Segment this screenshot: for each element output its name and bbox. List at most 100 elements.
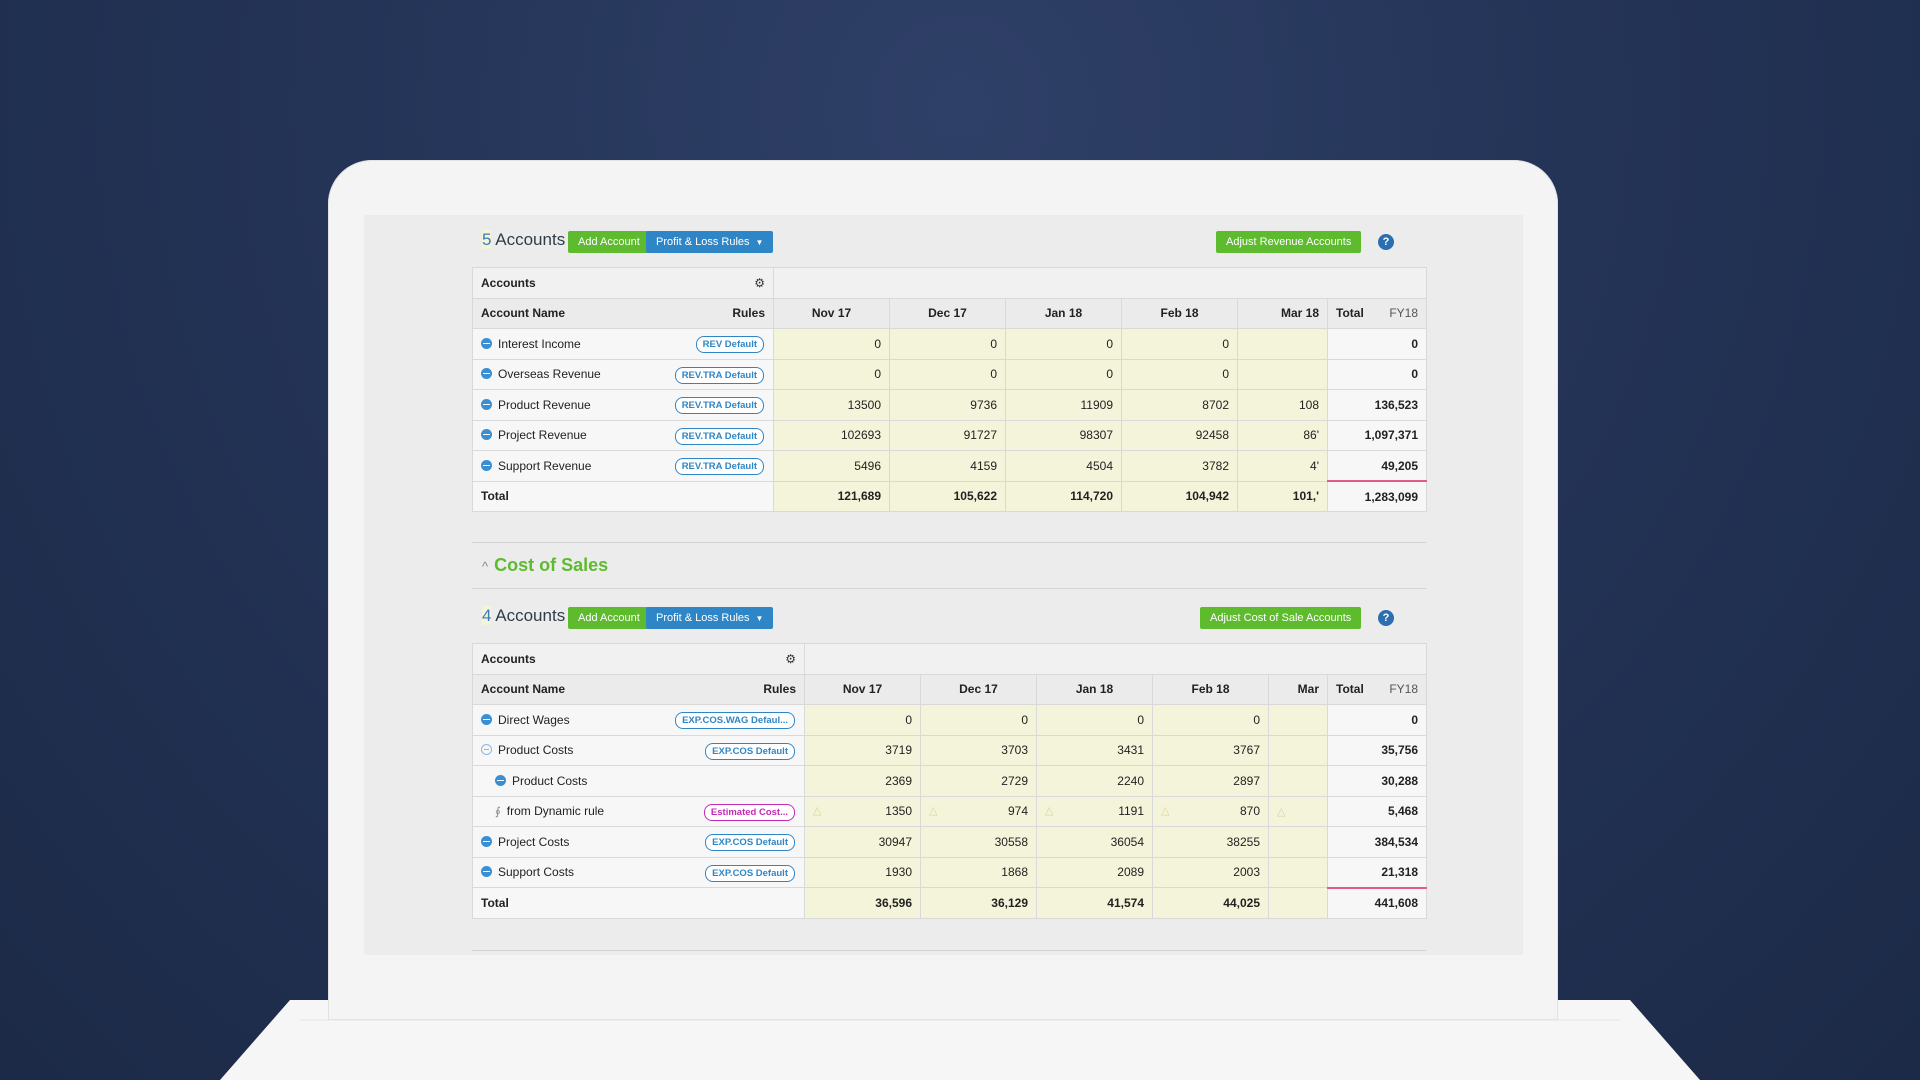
rule-badge[interactable]: EXP.COS Default bbox=[705, 864, 795, 882]
rule-badge[interactable]: REV.TRA Default bbox=[674, 458, 764, 475]
collapse-icon[interactable] bbox=[481, 835, 492, 847]
collapse-icon[interactable] bbox=[481, 337, 492, 349]
account-name-cell[interactable]: Direct Wages EXP.COS.WAG Defaul... bbox=[472, 704, 805, 736]
value-cell[interactable]: 3767 bbox=[1152, 734, 1269, 766]
rule-badge[interactable]: REV.TRA Default bbox=[674, 366, 764, 384]
cost-of-sales-section-header[interactable]: ^ Cost of Sales bbox=[482, 555, 609, 575]
table-row[interactable]: Overseas Revenue REV.TRA Default 0 0 0 0… bbox=[472, 358, 1428, 390]
rule-badge[interactable]: REV.TRA Default bbox=[674, 397, 764, 414]
value-cell[interactable]: 4159 bbox=[889, 450, 1006, 482]
table-row[interactable]: ∮ from Dynamic rule Estimated Cost... △ 13… bbox=[472, 795, 1428, 827]
rule-badge[interactable]: Estimated Cost... bbox=[703, 803, 795, 821]
value-cell[interactable]: 2240 bbox=[1036, 765, 1153, 797]
value-cell[interactable]: △ bbox=[1268, 795, 1328, 827]
profit-loss-rules-button[interactable]: Profit & Loss Rules ▼ bbox=[646, 607, 774, 629]
value-cell[interactable]: 1868 bbox=[920, 856, 1037, 888]
value-cell[interactable]: 3719 bbox=[804, 734, 921, 766]
value-cell[interactable]: △ 974 bbox=[920, 795, 1037, 827]
value-cell[interactable]: 0 bbox=[1036, 704, 1153, 736]
value-cell[interactable]: 2897 bbox=[1152, 765, 1269, 797]
table-row[interactable]: Product Revenue REV.TRA Default 13500 97… bbox=[472, 389, 1428, 421]
value-cell[interactable]: 38255 bbox=[1152, 826, 1269, 858]
value-cell[interactable]: 102693 bbox=[773, 419, 890, 451]
value-cell[interactable]: 0 bbox=[1005, 328, 1122, 360]
add-account-button[interactable]: Add Account bbox=[568, 607, 650, 629]
value-cell[interactable] bbox=[1268, 704, 1328, 736]
table-row[interactable]: Project Costs EXP.COS Default 30947 3055… bbox=[472, 826, 1428, 858]
collapse-icon[interactable] bbox=[481, 744, 492, 756]
value-cell[interactable]: 92458 bbox=[1121, 419, 1238, 451]
rule-badge[interactable]: EXP.COS.WAG Defaul... bbox=[675, 712, 795, 729]
value-cell[interactable]: 36054 bbox=[1036, 826, 1153, 858]
value-cell[interactable]: 0 bbox=[1152, 704, 1269, 736]
adjust-cost-of-sale-accounts-button[interactable]: Adjust Cost of Sale Accounts bbox=[1200, 607, 1362, 629]
value-cell[interactable]: 0 bbox=[889, 328, 1006, 360]
value-cell[interactable]: 0 bbox=[773, 358, 890, 390]
account-name-cell[interactable]: ∮ from Dynamic rule Estimated Cost... bbox=[472, 795, 805, 827]
value-cell[interactable]: 4504 bbox=[1005, 450, 1122, 482]
value-cell[interactable]: 91727 bbox=[889, 419, 1006, 451]
collapse-icon[interactable] bbox=[481, 459, 492, 471]
value-cell[interactable] bbox=[1237, 328, 1328, 360]
value-cell[interactable]: 3431 bbox=[1036, 734, 1153, 766]
account-name-cell[interactable]: Overseas Revenue REV.TRA Default bbox=[472, 358, 774, 390]
value-cell[interactable]: 0 bbox=[1121, 328, 1238, 360]
account-name-cell[interactable]: Project Revenue REV.TRA Default bbox=[472, 419, 774, 451]
value-cell[interactable]: 108 bbox=[1237, 389, 1328, 421]
gear-icon[interactable]: ⚙ bbox=[785, 651, 796, 666]
value-cell[interactable]: 8702 bbox=[1121, 389, 1238, 421]
account-name-cell[interactable]: Product Costs EXP.COS Default bbox=[472, 734, 805, 766]
table-row[interactable]: Product Costs EXP.COS Default 3719 3703 … bbox=[472, 734, 1428, 766]
value-cell[interactable]: 2369 bbox=[804, 765, 921, 797]
collapse-icon[interactable] bbox=[495, 774, 506, 786]
table-row[interactable]: Support Revenue REV.TRA Default 5496 415… bbox=[472, 450, 1428, 482]
value-cell[interactable]: 30558 bbox=[920, 826, 1037, 858]
profit-loss-rules-button[interactable]: Profit & Loss Rules ▼ bbox=[646, 231, 774, 253]
value-cell[interactable] bbox=[1237, 358, 1328, 390]
value-cell[interactable]: 30947 bbox=[804, 826, 921, 858]
value-cell[interactable]: 0 bbox=[1005, 358, 1122, 390]
value-cell[interactable]: 2089 bbox=[1036, 856, 1153, 888]
table-row[interactable]: Support Costs EXP.COS Default 1930 1868 … bbox=[472, 856, 1428, 889]
value-cell[interactable]: 86' bbox=[1237, 419, 1328, 451]
value-cell[interactable]: 0 bbox=[920, 704, 1037, 736]
account-name-cell[interactable]: Interest Income REV Default bbox=[472, 328, 774, 360]
table-row[interactable]: Product Costs 2369 2729 2240 2897 30,288 bbox=[472, 765, 1428, 797]
value-cell[interactable]: 9736 bbox=[889, 389, 1006, 421]
collapse-icon[interactable] bbox=[481, 368, 492, 380]
account-name-cell[interactable]: Product Revenue REV.TRA Default bbox=[472, 389, 774, 421]
table-row[interactable]: Project Revenue REV.TRA Default 102693 9… bbox=[472, 419, 1428, 451]
value-cell[interactable] bbox=[1268, 734, 1328, 766]
value-cell[interactable]: 13500 bbox=[773, 389, 890, 421]
value-cell[interactable]: 3703 bbox=[920, 734, 1037, 766]
table-row[interactable]: Interest Income REV Default 0 0 0 0 0 bbox=[472, 328, 1428, 360]
table-row[interactable]: Direct Wages EXP.COS.WAG Defaul... 0 0 0… bbox=[472, 704, 1428, 736]
rule-badge[interactable]: EXP.COS Default bbox=[705, 834, 795, 851]
value-cell[interactable]: 0 bbox=[804, 704, 921, 736]
collapse-icon[interactable] bbox=[481, 429, 492, 441]
value-cell[interactable]: 5496 bbox=[773, 450, 890, 482]
value-cell[interactable]: 0 bbox=[1121, 358, 1238, 390]
account-name-cell[interactable]: Support Costs EXP.COS Default bbox=[472, 856, 805, 888]
value-cell[interactable]: △ 1350 bbox=[804, 795, 921, 827]
account-name-cell[interactable]: Project Costs EXP.COS Default bbox=[472, 826, 805, 858]
value-cell[interactable]: △ 1191 bbox=[1036, 795, 1153, 827]
rule-badge[interactable]: EXP.COS Default bbox=[705, 742, 795, 760]
account-name-cell[interactable]: Support Revenue REV.TRA Default bbox=[472, 450, 774, 482]
value-cell[interactable]: 2003 bbox=[1152, 856, 1269, 888]
value-cell[interactable] bbox=[1268, 826, 1328, 858]
collapse-icon[interactable] bbox=[481, 398, 492, 410]
rule-badge[interactable]: REV.TRA Default bbox=[674, 427, 764, 445]
help-icon[interactable]: ? bbox=[1378, 610, 1394, 626]
value-cell[interactable] bbox=[1268, 765, 1328, 797]
help-icon[interactable]: ? bbox=[1378, 234, 1394, 250]
value-cell[interactable]: 98307 bbox=[1005, 419, 1122, 451]
chevron-up-icon[interactable]: ^ bbox=[482, 559, 489, 574]
value-cell[interactable]: 3782 bbox=[1121, 450, 1238, 482]
value-cell[interactable]: 11909 bbox=[1005, 389, 1122, 421]
value-cell[interactable]: 0 bbox=[773, 328, 890, 360]
gear-icon[interactable]: ⚙ bbox=[754, 275, 765, 290]
value-cell[interactable]: △ 870 bbox=[1152, 795, 1269, 827]
rule-badge[interactable]: REV Default bbox=[695, 336, 764, 353]
add-account-button[interactable]: Add Account bbox=[568, 231, 650, 253]
